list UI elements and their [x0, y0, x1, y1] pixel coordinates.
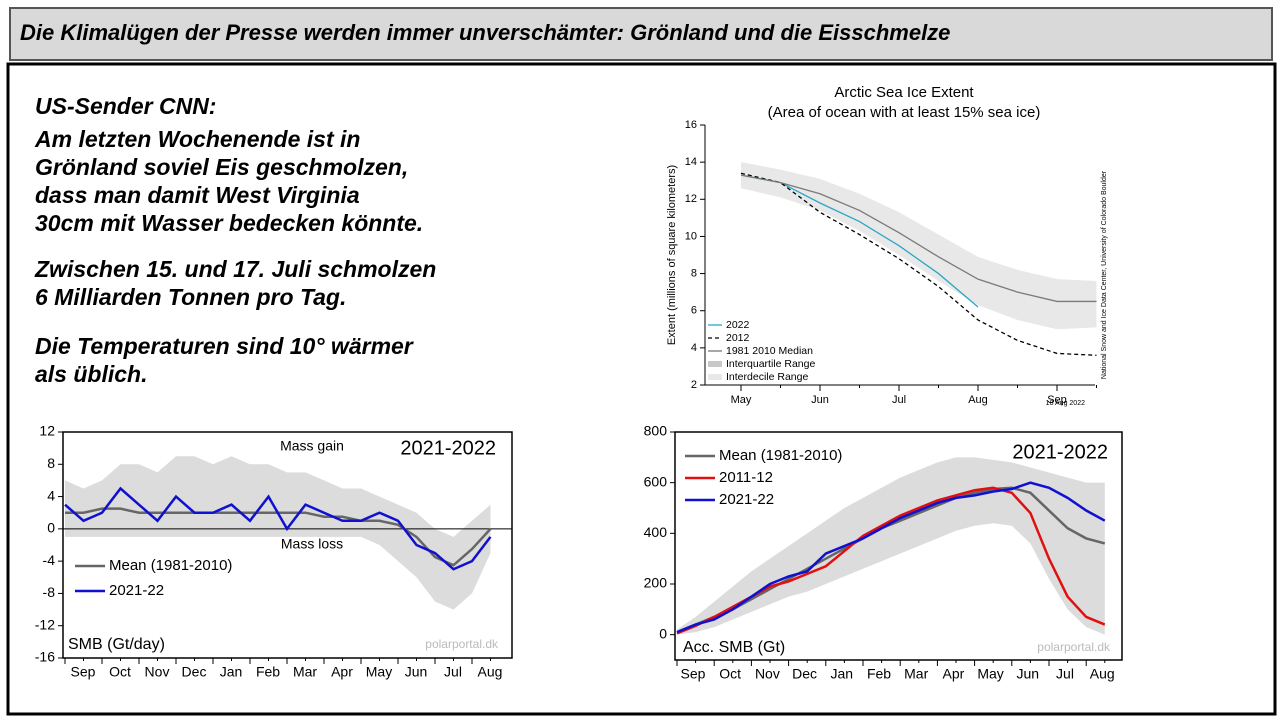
- legend-swatch: [708, 361, 722, 367]
- x-tick-label: Jan: [220, 664, 243, 680]
- legend-label: Mean (1981-2010): [109, 557, 232, 574]
- chart-subtitle: (Area of ocean with at least 15% sea ice…: [768, 104, 1041, 121]
- legend-label: Interquartile Range: [726, 358, 815, 370]
- y-tick-label: 600: [644, 473, 668, 489]
- x-tick-label: Aug: [1090, 666, 1115, 682]
- x-tick-label: Sep: [681, 666, 706, 682]
- series-line: [64, 486, 492, 571]
- body-text: Grönland soviel Eis geschmolzen,: [35, 154, 408, 180]
- legend-label: Interdecile Range: [726, 371, 808, 383]
- annotation: SMB (Gt/day): [68, 636, 165, 653]
- y-tick-label: 14: [685, 156, 697, 168]
- y-tick-label: 4: [691, 342, 697, 354]
- x-tick-label: Oct: [109, 664, 131, 680]
- annotation: Acc. SMB (Gt): [683, 639, 785, 656]
- x-tick-label: Mar: [293, 664, 317, 680]
- x-tick-label: Feb: [256, 664, 280, 680]
- y-tick-label: 200: [644, 575, 668, 591]
- annotation: polarportal.dk: [1037, 640, 1111, 654]
- annotation: 18 Aug 2022: [1046, 400, 1085, 407]
- x-tick-label: Jun: [1017, 666, 1040, 682]
- range-band: [65, 456, 491, 610]
- series-line: [740, 172, 1097, 356]
- body-text: 6 Milliarden Tonnen pro Tag.: [35, 284, 346, 310]
- x-tick-label: Sep: [71, 664, 96, 680]
- legend-label: 2012: [726, 332, 750, 344]
- series-line: [740, 174, 1097, 303]
- annotation: National Snow and Ice Data Center, Unive…: [1101, 170, 1108, 379]
- y-tick-label: 12: [39, 423, 55, 439]
- body-text: 30cm mit Wasser bedecken könnte.: [35, 210, 423, 236]
- body-text: dass man damit West Virginia: [35, 182, 360, 208]
- x-tick-label: Mar: [904, 666, 928, 682]
- body-text: US-Sender CNN:: [35, 93, 216, 119]
- header-title: Die Klimalügen der Presse werden immer u…: [20, 20, 950, 45]
- x-tick-label: Jun: [405, 664, 428, 680]
- annotation: Mass gain: [280, 438, 344, 454]
- header-bar: [9, 7, 1273, 61]
- y-tick-label: 400: [644, 524, 668, 540]
- y-tick-label: 8: [691, 267, 697, 279]
- plot-frame: [674, 431, 1123, 661]
- y-tick-label: 6: [691, 305, 697, 317]
- x-tick-label: Jul: [892, 394, 906, 406]
- y-tick-label: 10: [685, 230, 697, 242]
- y-tick-label: -12: [35, 616, 55, 632]
- x-tick-label: Feb: [867, 666, 891, 682]
- y-tick-label: 16: [685, 119, 697, 131]
- x-tick-label: Sep: [1047, 394, 1067, 406]
- legend-label: 2021-22: [719, 491, 774, 508]
- x-tick-label: May: [977, 666, 1003, 682]
- x-tick-label: Jul: [444, 664, 462, 680]
- y-tick-label: -4: [43, 552, 56, 568]
- y-tick-label: -8: [43, 584, 56, 600]
- x-tick-label: Oct: [719, 666, 741, 682]
- x-tick-label: Aug: [968, 394, 988, 406]
- legend-label: 2021-22: [109, 582, 164, 599]
- x-tick-label: May: [731, 394, 752, 406]
- y-tick-label: 800: [644, 423, 668, 439]
- y-tick-label: 12: [685, 193, 697, 205]
- y-tick-label: -16: [35, 649, 55, 665]
- y-tick-label: 2: [691, 379, 697, 391]
- x-tick-label: Dec: [792, 666, 817, 682]
- legend-label: Mean (1981-2010): [719, 447, 842, 464]
- y-tick-label: 0: [659, 625, 667, 641]
- annotation: 2021-2022: [1012, 441, 1108, 463]
- annotation: polarportal.dk: [425, 637, 499, 651]
- legend-label: 2011-12: [719, 469, 773, 486]
- y-axis-label: Extent (millions of square kilometers): [666, 165, 678, 345]
- annotation: Mass loss: [281, 536, 343, 552]
- legend-label: 1981 2010 Median: [726, 345, 813, 357]
- x-tick-label: Jan: [831, 666, 854, 682]
- x-tick-label: Apr: [331, 664, 353, 680]
- x-tick-label: May: [366, 664, 392, 680]
- range-band: [677, 457, 1105, 635]
- y-tick-label: 0: [47, 520, 55, 536]
- y-tick-label: 8: [47, 455, 55, 471]
- x-tick-label: Aug: [478, 664, 503, 680]
- body-text: Die Temperaturen sind 10° wärmer: [35, 333, 414, 359]
- annotation: 2021-2022: [400, 437, 496, 459]
- y-tick-label: 4: [47, 487, 55, 503]
- legend-label: 2022: [726, 319, 750, 331]
- content-frame: [6, 62, 1277, 716]
- x-tick-label: Nov: [755, 666, 780, 682]
- range-band: [741, 162, 1097, 330]
- legend-swatch: [708, 374, 722, 380]
- x-tick-label: Nov: [145, 664, 170, 680]
- series-line: [676, 481, 1106, 634]
- x-tick-label: Apr: [943, 666, 965, 682]
- body-text: Am letzten Wochenende ist in: [34, 126, 360, 152]
- body-text: als üblich.: [35, 361, 147, 387]
- x-tick-label: Jun: [811, 394, 829, 406]
- x-tick-label: Dec: [182, 664, 207, 680]
- x-tick-label: Jul: [1056, 666, 1074, 682]
- chart-title: Arctic Sea Ice Extent: [834, 84, 974, 101]
- body-text: Zwischen 15. und 17. Juli schmolzen: [34, 256, 436, 282]
